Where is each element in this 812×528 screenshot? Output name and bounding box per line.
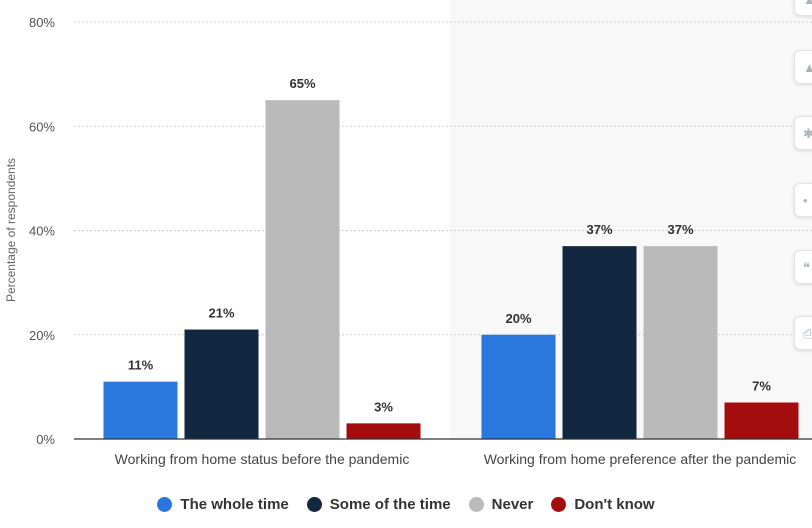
gear-icon[interactable]: ✱ <box>794 116 812 150</box>
gridlines <box>74 21 812 336</box>
legend-swatch <box>306 497 322 512</box>
bar[interactable] <box>184 329 259 439</box>
legend-item-dont-know[interactable]: Don't know <box>551 496 655 513</box>
data-label: 21% <box>208 306 234 321</box>
y-tick-label: 20% <box>29 328 55 343</box>
legend-label: Some of the time <box>329 496 451 513</box>
x-tick-label: Working from home status before the pand… <box>115 451 410 467</box>
side-toolbar: ▲ ▲ ✱ • ❝ ⎙ <box>794 0 812 360</box>
category-labels: Working from home status before the pand… <box>115 451 797 467</box>
star-icon[interactable]: ▲ <box>794 50 812 84</box>
data-label: 11% <box>128 358 154 373</box>
data-label: 7% <box>752 379 771 394</box>
bar[interactable] <box>265 100 340 439</box>
y-tick-label: 0% <box>36 432 55 447</box>
data-label: 20% <box>505 311 531 326</box>
data-label: 3% <box>374 399 393 414</box>
y-tick-label: 60% <box>29 119 55 134</box>
legend-item-some-of-the-time[interactable]: Some of the time <box>306 496 451 513</box>
bar[interactable] <box>103 381 178 439</box>
bar[interactable] <box>481 334 556 439</box>
legend-swatch <box>551 497 567 512</box>
data-labels: 11% 21% 65% 3% 20% 37% 37% 7% <box>128 76 771 414</box>
legend-label: Don't know <box>574 496 655 513</box>
legend-swatch <box>157 497 173 512</box>
y-tick-label: 40% <box>29 224 55 239</box>
legend-swatch <box>468 497 484 512</box>
x-tick-label: Working from home preference after the p… <box>484 451 797 467</box>
legend-item-the-whole-time[interactable]: The whole time <box>157 496 289 513</box>
share-icon[interactable]: • <box>794 183 812 217</box>
bar[interactable] <box>643 246 718 439</box>
y-axis-label: Percentage of respondents <box>4 158 18 302</box>
bar[interactable] <box>724 402 799 439</box>
print-icon[interactable]: ⎙ <box>794 316 812 350</box>
quote-icon[interactable]: ❝ <box>794 250 812 284</box>
data-label: 37% <box>586 222 612 237</box>
legend-label: Never <box>491 496 534 513</box>
legend: The whole time Some of the time Never Do… <box>0 496 812 513</box>
bar[interactable] <box>562 246 637 439</box>
legend-item-never[interactable]: Never <box>468 496 534 513</box>
data-label: 37% <box>667 222 693 237</box>
y-tick-label: 80% <box>29 15 55 30</box>
legend-label: The whole time <box>180 496 289 513</box>
data-label: 65% <box>289 76 315 91</box>
bar[interactable] <box>346 423 421 439</box>
bell-icon[interactable]: ▲ <box>794 0 812 16</box>
y-axis-ticks: 0% 20% 40% 60% 80% <box>29 15 55 447</box>
bars <box>103 100 799 439</box>
